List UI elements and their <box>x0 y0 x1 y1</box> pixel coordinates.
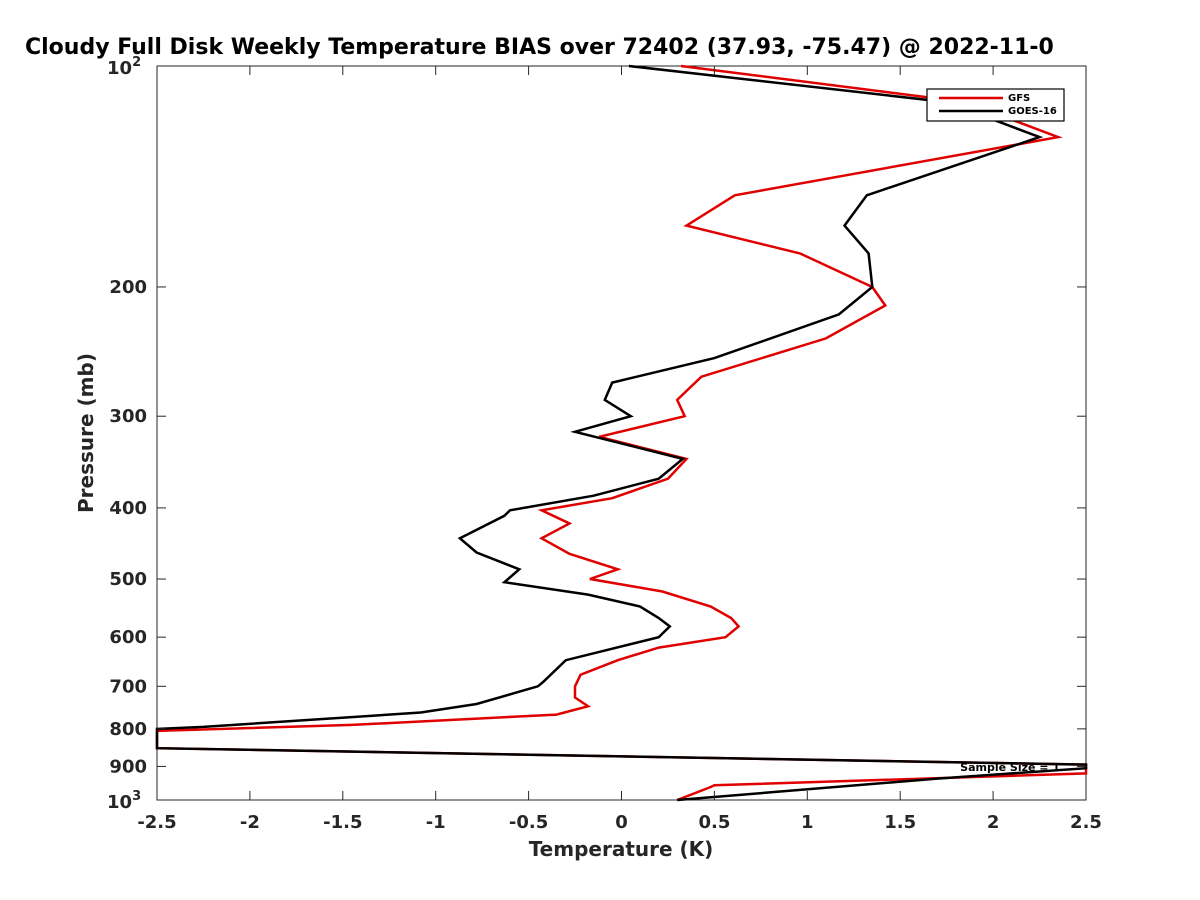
series-layer <box>155 64 1088 802</box>
series-line-goes-16 <box>155 64 1088 802</box>
chart-title: Cloudy Full Disk Weekly Temperature BIAS… <box>25 35 1054 60</box>
sample-size-annotation: Sample Size = 1 <box>960 761 1060 774</box>
legend: GFS GOES-16 <box>926 88 1065 122</box>
x-tick-label: 2.5 <box>1070 812 1102 833</box>
y-axis-label: Pressure (mb) <box>74 353 98 513</box>
series-line-gfs <box>155 64 1088 802</box>
y-tick-label: 800 <box>109 719 147 740</box>
x-tick-label: 0.5 <box>698 812 730 833</box>
y-tick-label: 102 <box>107 55 141 79</box>
legend-box <box>926 88 1065 122</box>
x-tick-label: -1.5 <box>323 812 362 833</box>
x-tick-label: -2 <box>240 812 260 833</box>
legend-gfs-label: GFS <box>1008 93 1030 104</box>
legend-goes-label: GOES-16 <box>1008 106 1057 117</box>
y-tick-label: 400 <box>109 498 147 519</box>
y-tick-label: 600 <box>109 627 147 648</box>
y-tick-label: 103 <box>107 789 141 813</box>
y-tick-label: 900 <box>109 756 147 777</box>
x-tick-label: 1.5 <box>884 812 916 833</box>
x-tick-label: 1 <box>801 812 814 833</box>
y-tick-label: 200 <box>109 277 147 298</box>
x-tick-label: -1 <box>426 812 446 833</box>
x-tick-label: -2.5 <box>137 812 176 833</box>
y-tick-label: 500 <box>109 569 147 590</box>
axes-layer: -2.5 -2 -1.5 -1 -0.5 0 0.5 1 1.5 2 2.5 102 200 300 400… <box>107 55 1102 833</box>
y-tick-label: 300 <box>109 406 147 427</box>
y-tick-label: 700 <box>109 676 147 697</box>
x-axis-label: Temperature (K) <box>529 837 714 861</box>
plot-frame <box>156 65 1087 801</box>
x-tick-label: 2 <box>987 812 1000 833</box>
x-tick-label: -0.5 <box>509 812 548 833</box>
x-tick-label: 0 <box>615 812 628 833</box>
